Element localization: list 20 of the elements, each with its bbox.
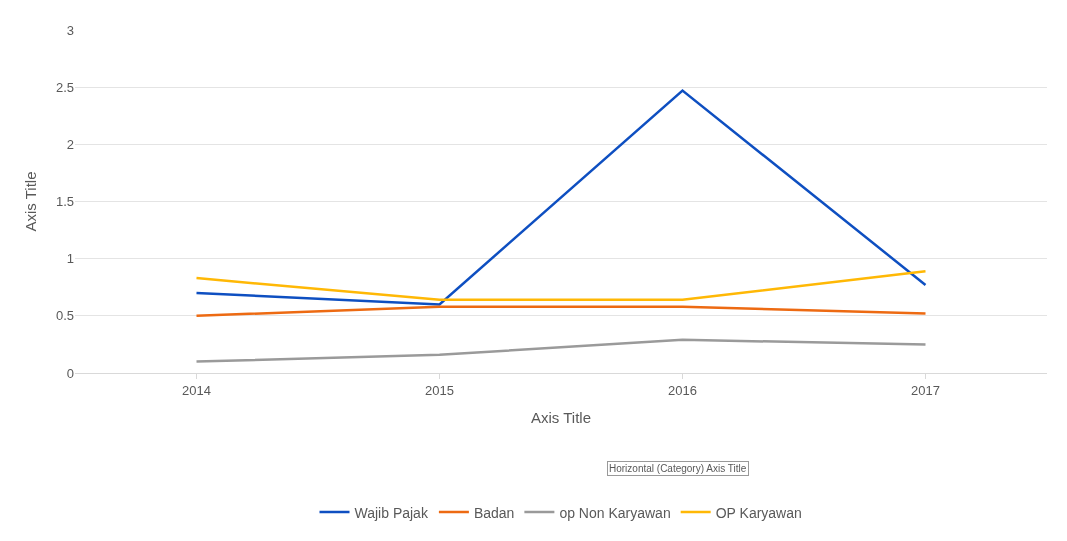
x-tick-label: 2015 [425, 382, 454, 398]
legend-label: Badan [473, 504, 515, 521]
text: Horizontal (Category) Axis Title [609, 463, 747, 474]
x-tick-label: 2014 [182, 382, 211, 398]
y-tick-label: 2 [66, 136, 74, 152]
y-tick-label: 1 [66, 251, 74, 267]
x-tick-label: 2017 [911, 382, 940, 398]
y-tick-label: 1.5 [55, 194, 74, 210]
y-tick-label: 3 [66, 22, 74, 38]
y-tick-label: 0.5 [55, 308, 74, 324]
y-tick-label: 0 [66, 365, 74, 381]
legend-label: OP Karyawan [715, 504, 802, 521]
y-axis-title: Axis Title [22, 171, 40, 232]
x-axis-title: Axis Title [530, 408, 592, 426]
x-tick-label: 2016 [668, 382, 697, 398]
line-series [195, 338, 927, 363]
legend-label: op Non Karyawan [559, 504, 671, 521]
line-series [195, 89, 927, 306]
y-tick-label: 2.5 [55, 79, 74, 95]
legend-label: Wajib Pajak [354, 504, 429, 521]
